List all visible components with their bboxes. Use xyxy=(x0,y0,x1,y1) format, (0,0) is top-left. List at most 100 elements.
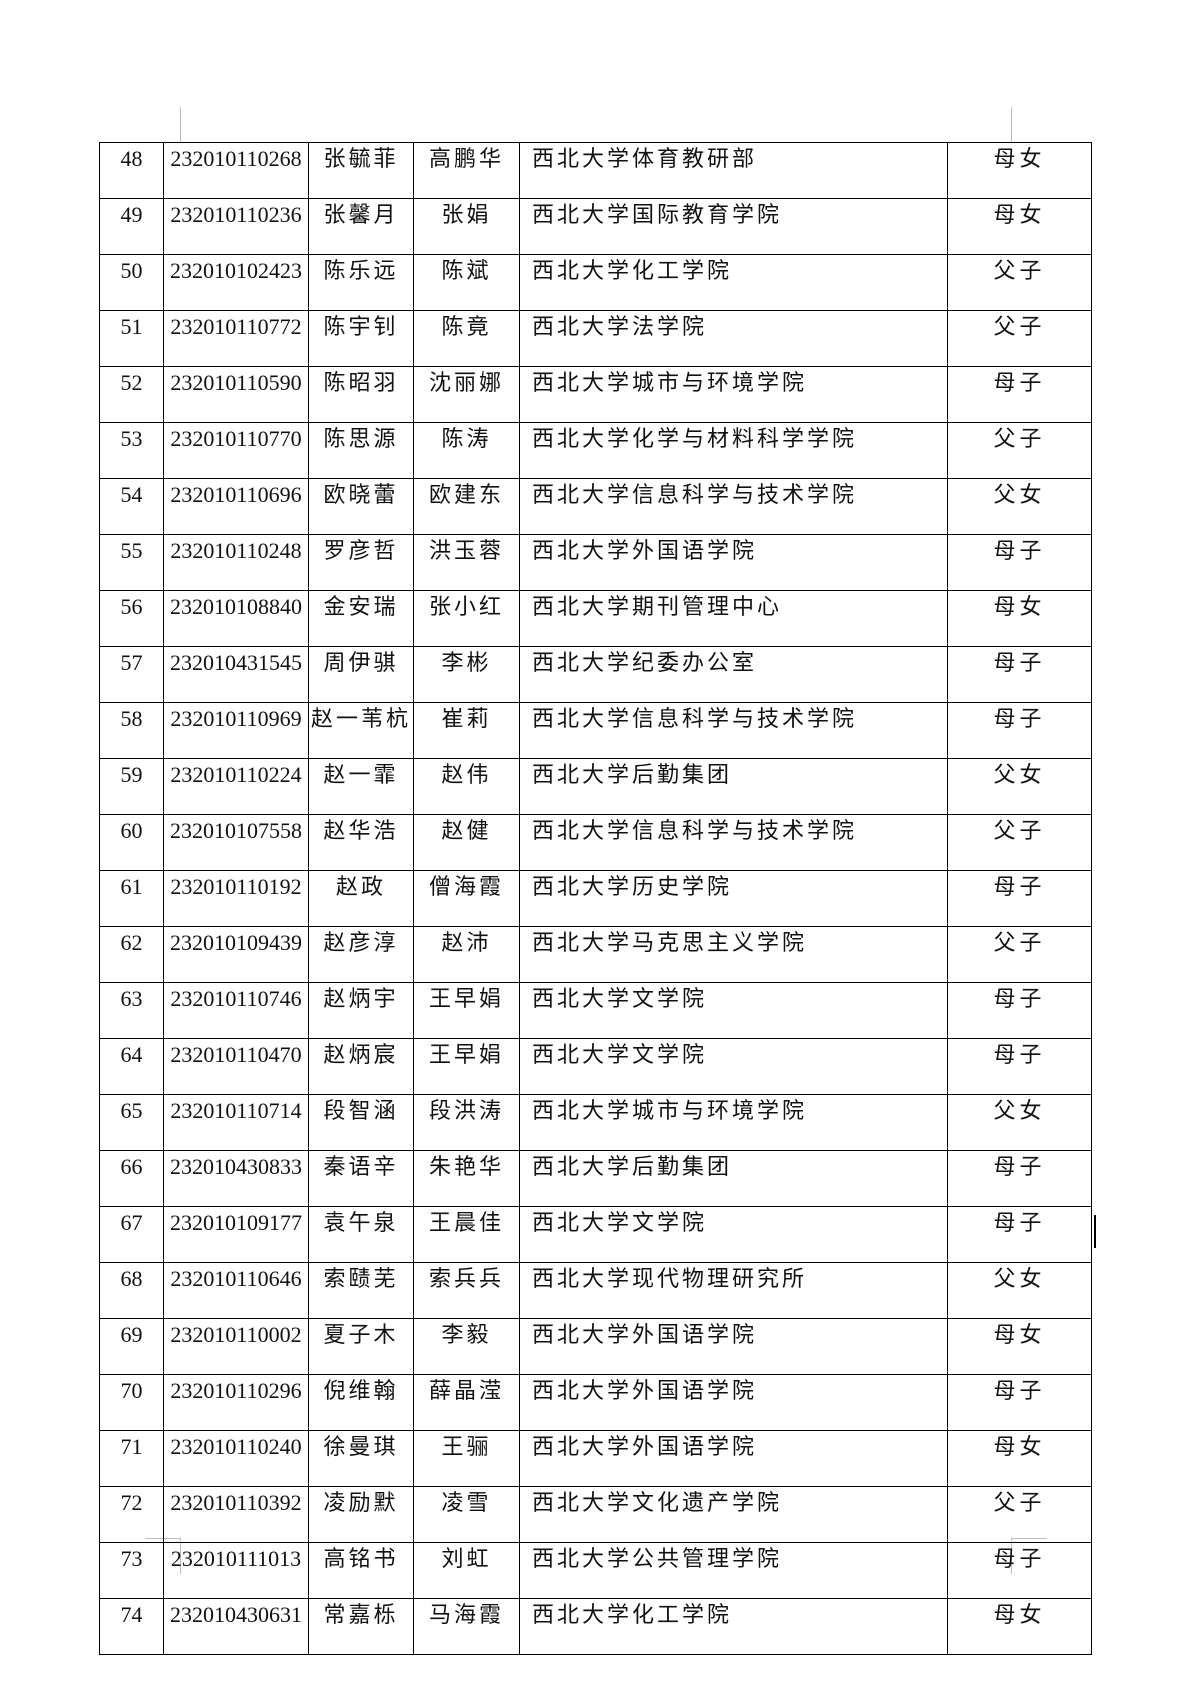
row-number-cell: 58 xyxy=(99,702,164,759)
relationship-cell: 父女 xyxy=(947,1094,1092,1151)
student-id-cell: 232010110590 xyxy=(163,366,309,423)
parent-name-cell: 薛晶滢 xyxy=(413,1374,520,1431)
text-cursor xyxy=(1094,1215,1096,1248)
table-row: 72 232010110392 凌励默 凌雪 西北大学文化遗产学院 父子 xyxy=(99,1486,1092,1543)
row-number-cell: 65 xyxy=(99,1094,164,1151)
student-id-cell: 232010430833 xyxy=(163,1150,309,1207)
student-name-cell: 秦语辛 xyxy=(308,1150,414,1207)
table-row: 66 232010430833 秦语辛 朱艳华 西北大学后勤集团 母子 xyxy=(99,1150,1092,1207)
parent-name-cell: 赵沛 xyxy=(413,926,520,983)
relationship-cell: 父女 xyxy=(947,758,1092,815)
table-row: 64 232010110470 赵炳宸 王早娟 西北大学文学院 母子 xyxy=(99,1038,1092,1095)
work-unit-cell: 西北大学化学与材料科学学院 xyxy=(519,422,948,479)
row-number-cell: 52 xyxy=(99,366,164,423)
student-name-cell: 陈宇钊 xyxy=(308,310,414,367)
row-number-cell: 55 xyxy=(99,534,164,591)
work-unit-cell: 西北大学文学院 xyxy=(519,982,948,1039)
work-unit-cell: 西北大学法学院 xyxy=(519,310,948,367)
row-number-cell: 67 xyxy=(99,1206,164,1263)
relationship-cell: 母子 xyxy=(947,870,1092,927)
student-id-cell: 232010108840 xyxy=(163,590,309,647)
work-unit-cell: 西北大学外国语学院 xyxy=(519,534,948,591)
row-number-cell: 70 xyxy=(99,1374,164,1431)
student-name-cell: 罗彦哲 xyxy=(308,534,414,591)
work-unit-cell: 西北大学外国语学院 xyxy=(519,1374,948,1431)
student-id-cell: 232010110392 xyxy=(163,1486,309,1543)
table-row: 67 232010109177 袁午泉 王晨佳 西北大学文学院 母子 xyxy=(99,1206,1092,1263)
table-row: 58 232010110969 赵一苇杭 崔莉 西北大学信息科学与技术学院 母子 xyxy=(99,702,1092,759)
row-number-cell: 69 xyxy=(99,1318,164,1375)
student-name-cell: 欧晓蕾 xyxy=(308,478,414,535)
work-unit-cell: 西北大学外国语学院 xyxy=(519,1318,948,1375)
table-row: 60 232010107558 赵华浩 赵健 西北大学信息科学与技术学院 父子 xyxy=(99,814,1092,871)
table-row: 50 232010102423 陈乐远 陈斌 西北大学化工学院 父子 xyxy=(99,254,1092,311)
student-name-cell: 徐曼琪 xyxy=(308,1430,414,1487)
row-number-cell: 57 xyxy=(99,646,164,703)
relationship-cell: 母女 xyxy=(947,1318,1092,1375)
student-name-cell: 索赜芜 xyxy=(308,1262,414,1319)
work-unit-cell: 西北大学体育教研部 xyxy=(519,142,948,199)
relationship-cell: 父子 xyxy=(947,926,1092,983)
parent-name-cell: 沈丽娜 xyxy=(413,366,520,423)
parent-name-cell: 陈斌 xyxy=(413,254,520,311)
parent-name-cell: 张娟 xyxy=(413,198,520,255)
student-name-cell: 周伊骐 xyxy=(308,646,414,703)
student-name-cell: 赵炳宇 xyxy=(308,982,414,1039)
row-number-cell: 49 xyxy=(99,198,164,255)
student-id-cell: 232010109177 xyxy=(163,1206,309,1263)
relationship-cell: 母子 xyxy=(947,982,1092,1039)
row-number-cell: 53 xyxy=(99,422,164,479)
table-row: 70 232010110296 倪维翰 薛晶滢 西北大学外国语学院 母子 xyxy=(99,1374,1092,1431)
student-name-cell: 赵彦淳 xyxy=(308,926,414,983)
table-row: 71 232010110240 徐曼琪 王骊 西北大学外国语学院 母女 xyxy=(99,1430,1092,1487)
student-name-cell: 倪维翰 xyxy=(308,1374,414,1431)
parent-name-cell: 崔莉 xyxy=(413,702,520,759)
student-name-cell: 张毓菲 xyxy=(308,142,414,199)
row-number-cell: 68 xyxy=(99,1262,164,1319)
table-row: 57 232010431545 周伊骐 李彬 西北大学纪委办公室 母子 xyxy=(99,646,1092,703)
student-id-cell: 232010110696 xyxy=(163,478,309,535)
relationship-cell: 母子 xyxy=(947,1206,1092,1263)
table-row: 56 232010108840 金安瑞 张小红 西北大学期刊管理中心 母女 xyxy=(99,590,1092,647)
student-id-cell: 232010110240 xyxy=(163,1430,309,1487)
work-unit-cell: 西北大学公共管理学院 xyxy=(519,1542,948,1599)
student-name-cell: 赵炳宸 xyxy=(308,1038,414,1095)
relationship-cell: 母子 xyxy=(947,534,1092,591)
parent-name-cell: 刘虹 xyxy=(413,1542,520,1599)
row-number-cell: 59 xyxy=(99,758,164,815)
row-number-cell: 51 xyxy=(99,310,164,367)
parent-name-cell: 陈竟 xyxy=(413,310,520,367)
student-name-cell: 常嘉栎 xyxy=(308,1598,414,1655)
student-id-cell: 232010110296 xyxy=(163,1374,309,1431)
table-row: 54 232010110696 欧晓蕾 欧建东 西北大学信息科学与技术学院 父女 xyxy=(99,478,1092,535)
relationship-cell: 父子 xyxy=(947,310,1092,367)
student-id-cell: 232010110714 xyxy=(163,1094,309,1151)
parent-name-cell: 僧海霞 xyxy=(413,870,520,927)
relationship-cell: 母子 xyxy=(947,1374,1092,1431)
parent-name-cell: 段洪涛 xyxy=(413,1094,520,1151)
row-number-cell: 48 xyxy=(99,142,164,199)
relationship-cell: 母子 xyxy=(947,646,1092,703)
work-unit-cell: 西北大学历史学院 xyxy=(519,870,948,927)
work-unit-cell: 西北大学外国语学院 xyxy=(519,1430,948,1487)
row-number-cell: 64 xyxy=(99,1038,164,1095)
relationship-cell: 母子 xyxy=(947,366,1092,423)
relationship-cell: 父子 xyxy=(947,422,1092,479)
work-unit-cell: 西北大学国际教育学院 xyxy=(519,198,948,255)
table-row: 55 232010110248 罗彦哲 洪玉蓉 西北大学外国语学院 母子 xyxy=(99,534,1092,591)
row-number-cell: 66 xyxy=(99,1150,164,1207)
work-unit-cell: 西北大学化工学院 xyxy=(519,254,948,311)
parent-name-cell: 王早娟 xyxy=(413,982,520,1039)
row-number-cell: 71 xyxy=(99,1430,164,1487)
table-row: 48 232010110268 张毓菲 高鹏华 西北大学体育教研部 母女 xyxy=(99,142,1092,199)
work-unit-cell: 西北大学文化遗产学院 xyxy=(519,1486,948,1543)
parent-name-cell: 王早娟 xyxy=(413,1038,520,1095)
row-number-cell: 54 xyxy=(99,478,164,535)
parent-name-cell: 赵伟 xyxy=(413,758,520,815)
table-row: 65 232010110714 段智涵 段洪涛 西北大学城市与环境学院 父女 xyxy=(99,1094,1092,1151)
relationship-cell: 母子 xyxy=(947,1038,1092,1095)
relationship-cell: 母女 xyxy=(947,198,1092,255)
student-id-cell: 232010110224 xyxy=(163,758,309,815)
student-name-cell: 陈思源 xyxy=(308,422,414,479)
student-name-cell: 段智涵 xyxy=(308,1094,414,1151)
